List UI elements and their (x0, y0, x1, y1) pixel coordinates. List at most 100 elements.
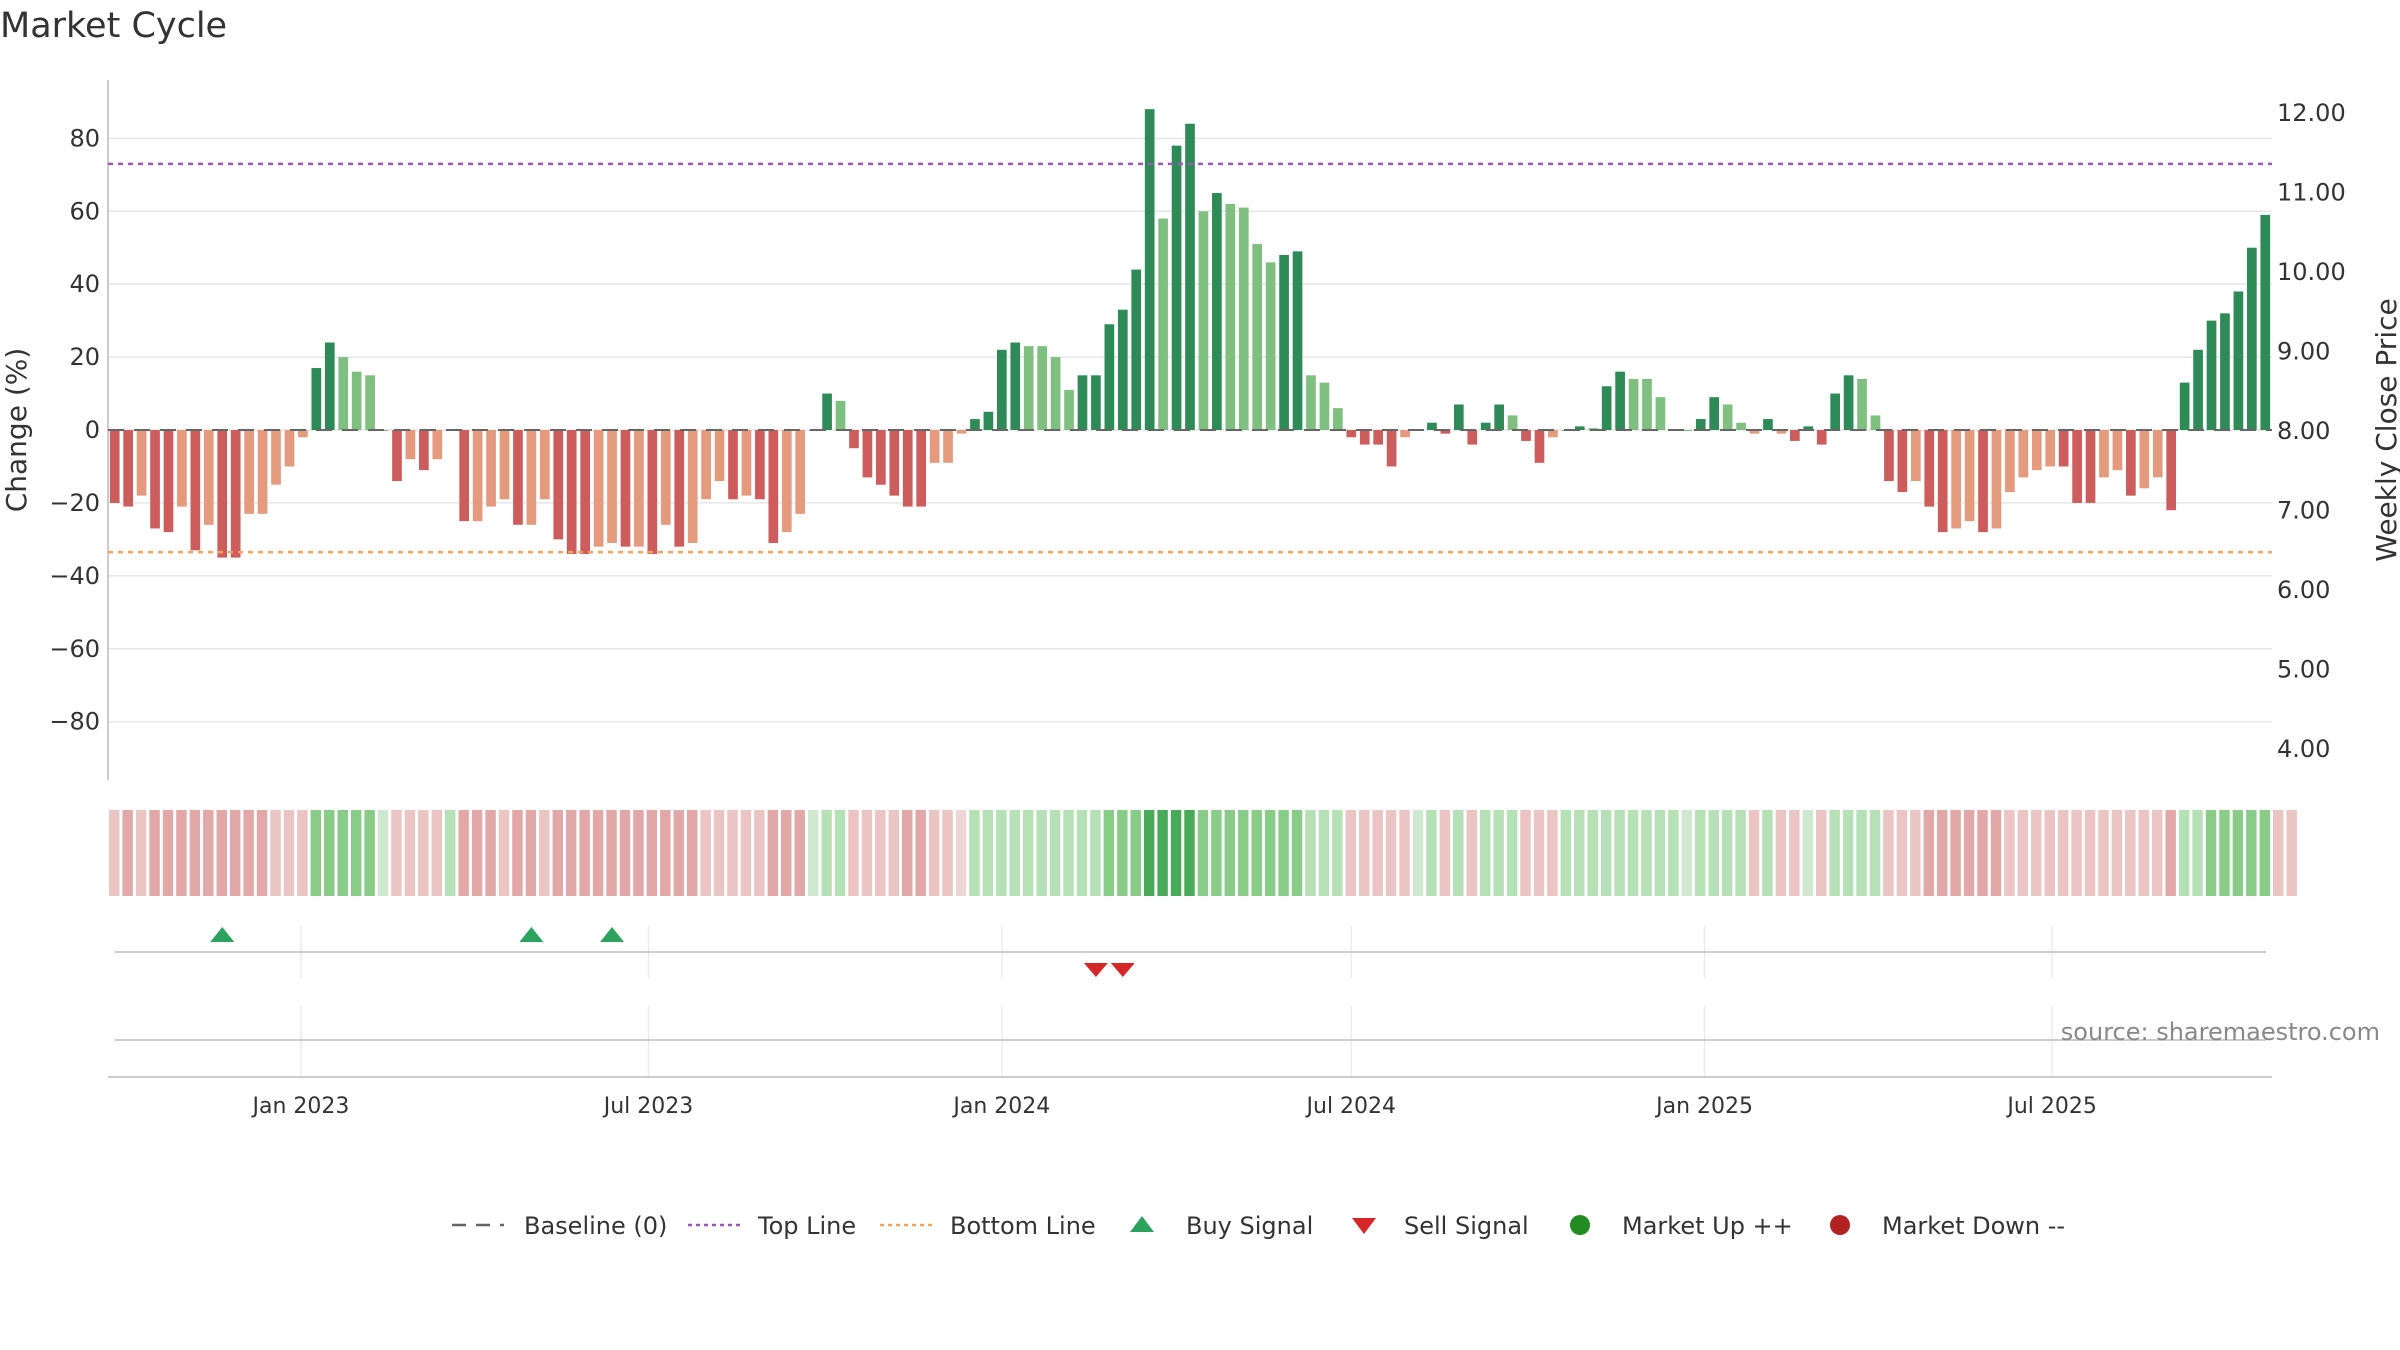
bar (432, 430, 443, 460)
heat-cell (1318, 810, 1330, 896)
bar (539, 430, 550, 500)
heat-cell (364, 810, 375, 896)
heat-cell (1547, 810, 1558, 896)
bar (1642, 378, 1652, 430)
bar (2031, 430, 2042, 471)
bar (1104, 324, 1115, 430)
bar (2206, 320, 2217, 430)
bar (392, 430, 402, 482)
heat-cell (2071, 810, 2082, 896)
heat-cell (2031, 810, 2042, 896)
heat-cell (539, 810, 550, 896)
bar (2058, 430, 2069, 467)
bar (1171, 145, 1182, 430)
bar (351, 371, 362, 430)
heat-cell (1439, 810, 1451, 896)
y-tick-label: 40 (69, 270, 100, 298)
heat-cell (1117, 810, 1128, 896)
heat-cell (834, 810, 846, 896)
heat-cell (1238, 810, 1249, 896)
legend-label: Market Up ++ (1622, 1212, 1793, 1240)
y-tick-label: 80 (69, 124, 100, 152)
heat-cell (1076, 810, 1088, 896)
bar (486, 430, 496, 507)
bar (1534, 430, 1545, 463)
bar (1507, 415, 1518, 430)
heat-cell (713, 810, 725, 896)
bar (1816, 430, 1827, 445)
heat-cell (1896, 810, 1908, 896)
bar (419, 430, 429, 471)
bar (2072, 430, 2082, 503)
bar (311, 368, 322, 430)
heat-cell (324, 810, 335, 896)
bar (956, 430, 967, 434)
bar (284, 430, 295, 467)
bar (1117, 309, 1128, 430)
heat-cell (1022, 810, 1034, 896)
heat-cell (458, 810, 469, 896)
heat-cell (592, 810, 604, 896)
bar (1615, 371, 1625, 430)
heat-cell (1466, 810, 1477, 896)
bar (1400, 430, 1410, 438)
heat-cell (1574, 810, 1585, 896)
bar (2112, 430, 2123, 471)
y2-axis-label: Weekly Close Price (2370, 298, 2400, 561)
bar (1870, 415, 1881, 430)
heat-cell (1211, 810, 1222, 896)
y-tick-label: −20 (49, 489, 100, 517)
bar (1319, 382, 1330, 430)
bar (701, 430, 711, 500)
bar (1924, 430, 1935, 507)
legend-label: Buy Signal (1186, 1212, 1313, 1240)
bar (1790, 430, 1800, 441)
bar (1521, 430, 1531, 441)
bar (741, 430, 752, 496)
heat-cell (1802, 810, 1814, 896)
source-note: source: sharemaestro.com (2061, 1018, 2380, 1046)
bar (1158, 218, 1168, 430)
buy-signal-marker (210, 927, 235, 942)
heat-cell (109, 810, 120, 896)
heat-cell (1923, 810, 1934, 896)
bar (1897, 430, 1908, 492)
legend-market-down-icon (1830, 1215, 1850, 1235)
heat-cell (391, 810, 402, 896)
bar (580, 430, 590, 554)
heat-cell (754, 810, 765, 896)
heat-cell (767, 810, 779, 896)
heat-cell (1910, 810, 1921, 896)
bar (755, 430, 765, 500)
y2-tick-label: 9.00 (2277, 337, 2330, 365)
heat-cell (579, 810, 590, 896)
heat-cell (875, 810, 886, 896)
sell-signal-marker (1083, 963, 1108, 977)
heat-cell (149, 810, 160, 896)
heat-cell (660, 810, 671, 896)
bar (2139, 430, 2150, 489)
bar (728, 430, 738, 500)
heat-cell (552, 810, 563, 896)
legend-label: Bottom Line (950, 1212, 1096, 1240)
bar (2152, 430, 2163, 478)
bar (714, 430, 725, 482)
heat-cell (1264, 810, 1276, 896)
heat-cell (445, 810, 456, 896)
heat-cell (162, 810, 174, 896)
heat-cell (686, 810, 698, 896)
bar (1991, 430, 2002, 529)
legend-label: Baseline (0) (524, 1212, 667, 1240)
bar (1978, 430, 1988, 533)
heat-cell (485, 810, 496, 896)
heat-cell (1143, 810, 1155, 896)
bar (1951, 430, 1961, 529)
heat-cell (404, 810, 416, 896)
bar (1225, 203, 1236, 430)
heat-cell (2044, 810, 2055, 896)
bar (405, 430, 416, 460)
bar (244, 430, 254, 514)
bar (257, 430, 268, 514)
bar (1453, 404, 1464, 430)
